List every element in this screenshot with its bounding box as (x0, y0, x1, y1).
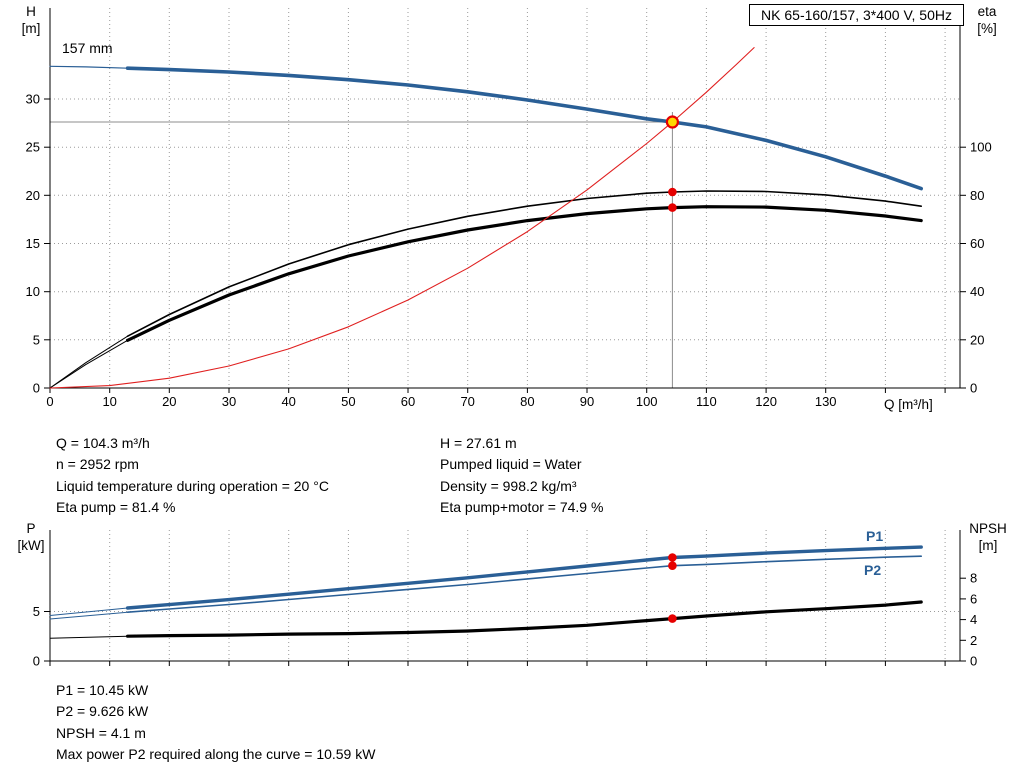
svg-text:0: 0 (970, 654, 977, 669)
svg-text:0: 0 (46, 394, 53, 409)
npsh-lead (49, 635, 129, 639)
hq-eta-chart: 0 10 20 30 40 50 60 70 80 90 100 110 120 130 0 5 10 15 20 2… (26, 8, 992, 409)
h-axis-title: H [m] (16, 3, 46, 37)
p2-curve-label: P2 (864, 562, 882, 578)
p1-value-text: P1 = 10.45 kW (56, 682, 149, 698)
system-curve (49, 47, 755, 389)
svg-text:20: 20 (970, 332, 984, 347)
svg-text:0: 0 (970, 381, 977, 396)
svg-text:70: 70 (460, 394, 474, 409)
liquid-temperature-text: Liquid temperature during operation = 20… (56, 477, 329, 494)
result-block: P1 = 10.45 kW P2 = 9.626 kW NPSH = 4.1 m… (56, 680, 375, 766)
svg-text:60: 60 (401, 394, 415, 409)
q-axis-title: Q [m³/h] (884, 397, 933, 412)
p2-lead (49, 611, 129, 620)
p-axis-symbol: P (26, 521, 36, 536)
h-axis-unit: [m] (21, 21, 41, 36)
npsh-value-text: NPSH = 4.1 m (56, 724, 146, 741)
pump-model-box: NK 65-160/157, 3*400 V, 50Hz (749, 4, 964, 26)
svg-text:5: 5 (33, 332, 40, 347)
npsh-axis-symbol: NPSH (969, 521, 1007, 536)
p2-curve (126, 555, 923, 614)
eta-pump-lead (49, 335, 129, 389)
duty-info-right: H = 27.61 m Pumped liquid = Water Densit… (440, 433, 603, 519)
svg-text:25: 25 (26, 140, 40, 155)
svg-text:80: 80 (520, 394, 534, 409)
npsh-curve (125, 600, 923, 638)
svg-text:20: 20 (162, 394, 176, 409)
p1-lead (49, 607, 129, 616)
max-power-text: Max power P2 required along the curve = … (56, 746, 376, 763)
eta-pump-motor-point-marker (668, 203, 677, 212)
svg-text:120: 120 (755, 394, 777, 409)
svg-text:6: 6 (970, 591, 977, 606)
h-axis-symbol: H (26, 4, 36, 19)
svg-text:0: 0 (33, 381, 40, 396)
eta-pump-motor-text: Eta pump+motor = 74.9 % (440, 499, 604, 516)
eta-axis-unit: [%] (977, 21, 997, 36)
svg-text:50: 50 (341, 394, 355, 409)
svg-text:15: 15 (26, 236, 40, 251)
pumped-liquid-text: Pumped liquid = Water (440, 456, 582, 473)
p1-point-marker (668, 553, 677, 562)
pump-head-lead (49, 65, 129, 69)
head-text: H = 27.61 m (440, 435, 517, 451)
svg-text:20: 20 (26, 188, 40, 203)
svg-text:8: 8 (970, 571, 977, 586)
svg-text:30: 30 (222, 394, 236, 409)
duty-point-marker[interactable] (665, 115, 680, 129)
svg-text:100: 100 (970, 140, 992, 155)
speed-text: n = 2952 rpm (56, 456, 139, 473)
p2-point-marker (668, 561, 677, 570)
eta-pump-text: Eta pump = 81.4 % (56, 499, 176, 516)
svg-text:60: 60 (970, 236, 984, 251)
svg-text:100: 100 (636, 394, 658, 409)
density-text: Density = 998.2 kg/m³ (440, 477, 577, 494)
duty-info-left: Q = 104.3 m³/h n = 2952 rpm Liquid tempe… (56, 433, 329, 519)
eta-pump-motor-curve (125, 205, 923, 342)
svg-text:40: 40 (281, 394, 295, 409)
pump-head-curve-157mm (125, 66, 924, 191)
p1-curve (125, 545, 923, 610)
eta-pump-point-marker (668, 187, 677, 197)
svg-text:110: 110 (696, 394, 717, 409)
p-axis-title: P [kW] (11, 520, 51, 554)
svg-text:80: 80 (970, 188, 984, 203)
svg-text:4: 4 (970, 612, 977, 627)
svg-text:130: 130 (815, 394, 837, 409)
svg-text:0: 0 (33, 654, 40, 669)
p1-curve-label: P1 (866, 528, 884, 544)
npsh-axis-title: NPSH [m] (964, 520, 1012, 554)
p2-value-text: P2 = 9.626 kW (56, 703, 149, 720)
flow-text: Q = 104.3 m³/h (56, 435, 150, 451)
npsh-axis-unit: [m] (978, 538, 998, 553)
eta-axis-symbol: eta (977, 4, 997, 19)
eta-pump-curve (126, 190, 923, 338)
svg-text:30: 30 (26, 92, 40, 107)
npsh-point-marker (668, 614, 677, 623)
svg-text:5: 5 (33, 604, 40, 619)
impeller-size-label: 157 mm (62, 40, 113, 56)
svg-text:10: 10 (102, 394, 116, 409)
svg-text:10: 10 (26, 284, 40, 299)
svg-text:40: 40 (970, 284, 984, 299)
power-npsh-chart: 0 5 0 2 4 6 8 (33, 530, 977, 669)
p-axis-unit: [kW] (17, 538, 45, 553)
svg-text:2: 2 (970, 633, 977, 648)
eta-pump-motor-lead (49, 339, 129, 389)
svg-text:90: 90 (580, 394, 594, 409)
eta-axis-title: eta [%] (966, 3, 1008, 37)
